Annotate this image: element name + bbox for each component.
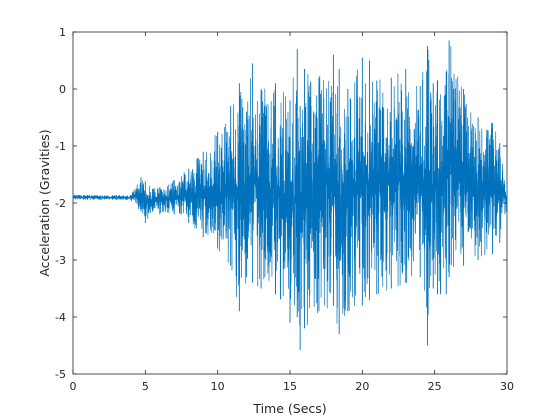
x-tick-label: 25 xyxy=(428,380,442,393)
y-tick-label: -4 xyxy=(55,311,66,324)
y-tick-label: -3 xyxy=(55,254,66,267)
x-tick-label: 20 xyxy=(355,380,369,393)
y-tick-label: -1 xyxy=(55,140,66,153)
axis-ticks xyxy=(72,31,508,375)
x-tick-label: 15 xyxy=(283,380,297,393)
x-tick-label: 0 xyxy=(70,380,77,393)
y-tick-label: -2 xyxy=(55,197,66,210)
x-tick-label: 30 xyxy=(500,380,514,393)
signal-series xyxy=(72,40,508,351)
tick-labels: 0 5 10 15 20 25 30 -5 -4 -3 -2 -1 0 1 xyxy=(55,26,514,393)
x-tick-label: 5 xyxy=(142,380,149,393)
y-tick-label: 1 xyxy=(59,26,66,39)
x-tick-label: 10 xyxy=(211,380,225,393)
y-tick-label: -5 xyxy=(55,368,66,381)
y-axis-label: Acceleration (Gravities) xyxy=(37,129,52,276)
x-axis-label: Time (Secs) xyxy=(252,401,326,416)
y-tick-label: 0 xyxy=(59,83,66,96)
